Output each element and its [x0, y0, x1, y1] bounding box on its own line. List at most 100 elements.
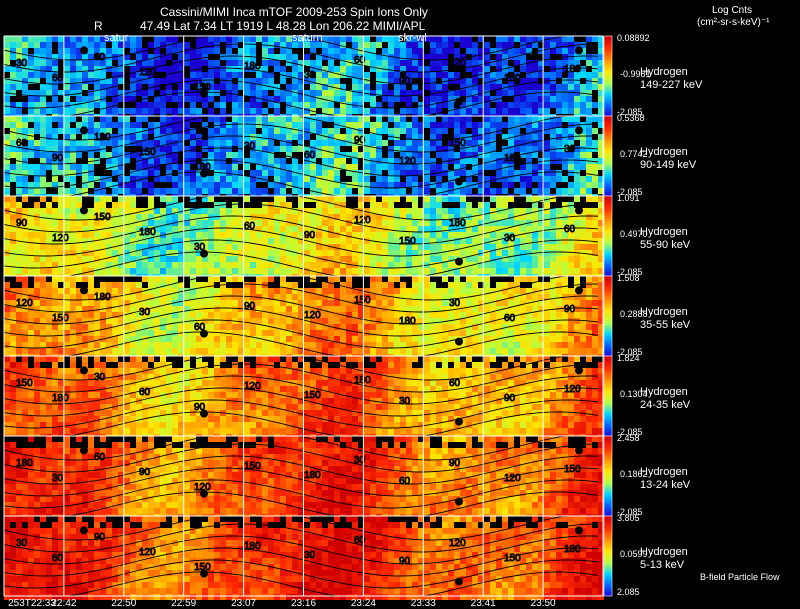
flow-marker	[455, 337, 463, 346]
energy-label: 13-24 keV	[640, 479, 691, 491]
contour-label: 90	[194, 402, 206, 413]
colorbar-3	[604, 276, 612, 356]
panel-label: Hydrogen 13-24 keV	[640, 466, 690, 492]
contour-label: 90	[399, 76, 411, 87]
species-label: Hydrogen	[640, 546, 688, 558]
contour-label: 30	[564, 144, 576, 155]
flow-marker	[200, 329, 208, 338]
contour-label: 150	[94, 212, 111, 223]
flow-marker	[200, 249, 208, 258]
energy-label: 5-13 keV	[640, 559, 685, 571]
contour-label: 180	[449, 218, 466, 229]
contour-label: 150	[449, 138, 466, 149]
colorbar-cmin-label: -2.085	[617, 427, 643, 437]
panel-label: Hydrogen 90-149 keV	[640, 146, 696, 172]
colorbar-cmax-label: 2.458	[617, 433, 640, 443]
contour-label: 30	[504, 233, 516, 244]
energy-label: 35-55 keV	[640, 319, 691, 331]
contour-lines-4: 150 180 30 60 90 120 150 180 30 60 90 120	[3, 355, 599, 437]
contour-label: 120	[564, 384, 581, 395]
x-tick-label: 23:24	[350, 598, 376, 609]
colorbar-cmin-label: -2.085	[617, 107, 643, 117]
contour-label: 150	[16, 378, 33, 389]
contour-label: 60	[504, 313, 516, 324]
contour-label: 150	[564, 464, 581, 475]
contour-label: 120	[139, 67, 156, 78]
flow-marker	[455, 417, 463, 426]
contour-label: 120	[94, 132, 111, 143]
contour-lines-2: 90 120 150 180 30 60 90 120 150 180 30 60	[3, 195, 599, 277]
colorbar-cmax-label: 1.508	[617, 273, 640, 283]
contour-label: 60	[354, 55, 366, 66]
position-r-label: R	[94, 19, 103, 33]
panel-label: Hydrogen 5-13 keV	[640, 546, 688, 572]
overlay-label-c: skr-wl	[398, 32, 427, 44]
species-label: Hydrogen	[640, 466, 688, 478]
position-values: 47.49 Lat 7.34 LT 1919 L 48.28 Lon 206.2…	[140, 19, 426, 33]
colorbar-cmax-label: 0.08892	[617, 33, 650, 43]
flow-marker	[200, 169, 208, 178]
contour-label: 150	[399, 236, 416, 247]
colorbar-cmax-label: 1.824	[617, 353, 640, 363]
x-tick-label: 22:59	[171, 598, 197, 609]
colorbar-cmax-label: 3.805	[617, 513, 640, 523]
colorbar-cmid-label: 0.7742	[620, 149, 648, 159]
colorbar-cmax-label: 0.5368	[617, 113, 645, 123]
colorbar-4	[604, 356, 612, 436]
contour-label: 60	[52, 553, 64, 564]
flow-marker	[200, 409, 208, 418]
contour-label: 120	[354, 215, 371, 226]
contour-label: 180	[504, 153, 521, 164]
colorbar-cmin-label: -2.085	[617, 267, 643, 277]
contour-label: 180	[52, 393, 69, 404]
contour-lines-6: 30 60 90 120 150 180 30 60 90 120 150 180	[3, 515, 599, 597]
contour-label: 30	[16, 58, 28, 69]
flow-marker	[80, 526, 88, 535]
x-tick-label: 253T22:33	[8, 598, 56, 609]
colorbar-1	[604, 116, 612, 196]
contour-label: 60	[139, 387, 151, 398]
x-tick-label: 23:33	[410, 598, 436, 609]
colorbar-cmin-label: 2.085	[617, 587, 640, 597]
flow-marker	[455, 97, 463, 106]
flow-marker	[455, 177, 463, 186]
contour-label: 60	[244, 221, 256, 232]
flow-marker	[575, 366, 583, 375]
flow-marker	[80, 366, 88, 375]
contour-label: 30	[194, 242, 206, 253]
colorbar-6	[604, 516, 612, 596]
contour-label: 150	[354, 295, 371, 306]
contour-label: 150	[504, 73, 521, 84]
colorbar-frame	[603, 515, 613, 597]
contour-label: 150	[139, 147, 156, 158]
contour-label: 30	[139, 307, 151, 318]
contour-lines-5: 180 30 60 90 120 150 180 30 60 90 120 150	[3, 435, 599, 517]
contour-label: 30	[94, 372, 106, 383]
legend-units: (cm²-sr-s-keV)⁻¹	[697, 17, 770, 28]
flow-marker	[455, 257, 463, 266]
flow-marker	[575, 126, 583, 135]
contour-label: 30	[399, 396, 411, 407]
contour-label: 180	[564, 544, 581, 555]
contour-label: 120	[194, 482, 211, 493]
panel-label: Hydrogen 55-90 keV	[640, 226, 690, 252]
contour-label: 180	[564, 64, 581, 75]
contour-label: 90	[399, 556, 411, 567]
contour-label: 120	[16, 298, 33, 309]
contour-label: 90	[94, 52, 106, 63]
contour-label: 30	[449, 298, 461, 309]
panel-label: Hydrogen 35-55 keV	[640, 306, 690, 332]
panel-label: Hydrogen 149-227 keV	[640, 66, 702, 92]
flow-marker	[200, 489, 208, 498]
colorbar-cmid-label: 0.4970	[620, 229, 648, 239]
contour-label: 180	[304, 470, 321, 481]
contour-label: 120	[449, 58, 466, 69]
legend-title: Log Cnts	[712, 5, 753, 16]
contour-label: 180	[94, 292, 111, 303]
contour-label: 180	[354, 375, 371, 386]
contour-label: 90	[16, 218, 28, 229]
colorbar-cmid-label: 0.0599	[620, 549, 648, 559]
contour-label: 30	[16, 538, 28, 549]
bfield-flow-label: B-field Particle Flow	[700, 572, 780, 582]
